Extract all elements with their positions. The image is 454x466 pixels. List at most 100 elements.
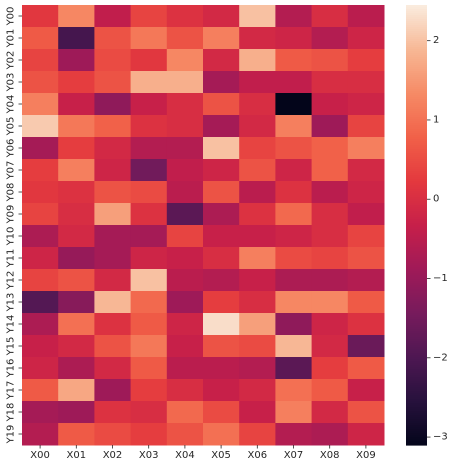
heatmap-cell [275,159,313,182]
heatmap-cell [311,401,349,424]
colorbar-segment [406,109,427,112]
colorbar-tick-label: 2 [433,35,439,46]
heatmap-cell [94,203,132,226]
colorbar-segment [406,87,427,90]
colorbar-segment [406,75,427,78]
heatmap-cell [311,379,349,402]
colorbar-segment [406,185,427,188]
heatmap-cell [22,269,59,292]
colorbar-segment [406,251,427,254]
colorbar-segment [406,233,427,236]
heatmap-cell [239,137,276,160]
colorbar-segment [406,117,427,120]
heatmap-cell [94,115,132,138]
heatmap-cell [166,247,204,270]
heatmap-cell [22,225,59,248]
colorbar-segment [406,363,427,366]
colorbar-segment [406,311,427,314]
colorbar-segment [406,337,427,340]
colorbar-segment [406,99,427,102]
heatmap-cell [166,401,204,424]
heatmap-cell [347,181,385,204]
heatmap-cell [22,181,59,204]
heatmap-cell [166,159,204,182]
colorbar-segment [406,397,427,400]
heatmap-cell [58,335,95,358]
colorbar-segment [406,319,427,322]
heatmap-cell [311,115,349,138]
heatmap-cell [311,71,349,94]
heatmap-cell [311,247,349,270]
colorbar-segment [406,95,427,98]
heatmap-cell [166,203,204,226]
colorbar-segment [406,197,427,200]
colorbar-segment [406,103,427,106]
colorbar-segment [406,275,427,278]
colorbar-segment [406,443,427,446]
heatmap-cell [22,93,59,116]
y-tick-label: Y05 [6,117,17,137]
colorbar-segment [406,135,427,138]
colorbar-segment [406,427,427,430]
heatmap-cell [275,137,313,160]
colorbar-segment [406,169,427,172]
colorbar-segment [406,419,427,422]
colorbar-tick-label: −3 [433,432,448,443]
colorbar-segment [406,269,427,272]
heatmap-cell [130,93,168,116]
colorbar-segment [406,289,427,292]
colorbar-segment [406,343,427,346]
colorbar-segment [406,403,427,406]
colorbar-segment [406,191,427,194]
heatmap-cell [94,313,132,336]
colorbar-segment [406,21,427,24]
heatmap-cell [22,401,59,424]
heatmap-cell [239,115,276,138]
heatmap-cell [22,159,59,182]
colorbar-segment [406,431,427,434]
colorbar-segment [406,405,427,408]
colorbar-segment [406,325,427,328]
colorbar-segment [406,115,427,118]
colorbar-segment [406,303,427,306]
heatmap-cell [239,269,276,292]
colorbar-segment [406,271,427,274]
colorbar-segment [406,345,427,348]
colorbar-segment [406,207,427,210]
colorbar-segment [406,51,427,54]
colorbar-segment [406,359,427,362]
heatmap-cell [311,335,349,358]
colorbar-tick-label: 0 [433,194,439,205]
heatmap-cell [166,27,204,50]
heatmap-cell [58,71,95,94]
heatmap-cell [58,379,95,402]
colorbar-segment [406,215,427,218]
colorbar-segment [406,295,427,298]
colorbar-segment [406,347,427,350]
heatmap-cell [130,115,168,138]
heatmap-cell [58,247,95,270]
colorbar-segment [406,29,427,32]
colorbar-segment [406,49,427,52]
colorbar-segment [406,383,427,386]
heatmap-cell [166,335,204,358]
colorbar-segment [406,141,427,144]
y-tick-label: Y04 [6,95,17,115]
colorbar-segment [406,255,427,258]
colorbar-segment [406,259,427,262]
heatmap-cell [347,423,385,446]
heatmap-cell [94,379,132,402]
heatmap-cell [239,247,276,270]
x-tick-label: X03 [139,450,159,461]
colorbar-segment [406,39,427,42]
colorbar-segment [406,147,427,150]
heatmap-cell [203,313,240,336]
colorbar-segment [406,179,427,182]
heatmap-cell [58,159,95,182]
heatmap-cell [94,71,132,94]
heatmap-cell [166,93,204,116]
colorbar-segment [406,315,427,318]
colorbar-segment [406,389,427,392]
colorbar-segment [406,143,427,146]
heatmap-cell [203,93,240,116]
